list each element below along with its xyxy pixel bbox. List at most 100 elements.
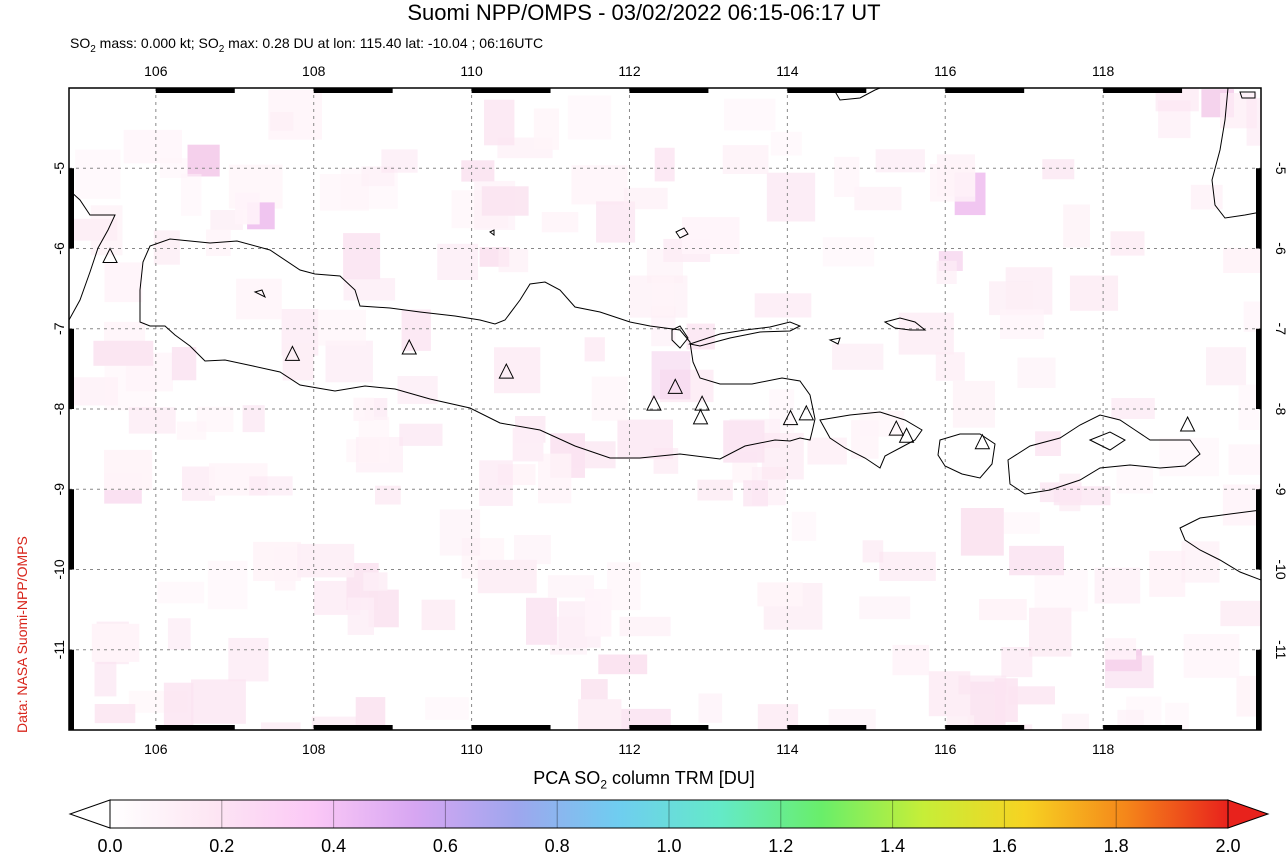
axis-band-bottom: [471, 725, 551, 730]
so2-pixel: [651, 351, 691, 400]
so2-pixel: [697, 479, 733, 501]
so2-pixel: [261, 722, 301, 730]
so2-pixel: [584, 589, 612, 637]
so2-pixel: [439, 509, 481, 556]
axis-band-top: [787, 88, 867, 93]
axis-band-top: [471, 88, 551, 93]
so2-pixel: [1061, 713, 1089, 730]
so2-pixel: [1149, 550, 1186, 597]
so2-pixel: [770, 131, 802, 156]
colorbar-tick-label: 0.6: [433, 836, 458, 855]
so2-pixel: [807, 437, 847, 465]
so2-pixel: [401, 309, 431, 351]
kangean-islands: [883, 317, 927, 331]
colorbar-tick-label: 0.2: [209, 836, 234, 855]
so2-pixel: [94, 704, 136, 724]
so2-pixel: [879, 551, 936, 581]
colorbar-tick-labels: 0.0 0.2 0.4 0.6 0.8 1.0 1.2 1.4 1.6 1.8 2.0: [97, 800, 1241, 855]
lon-label-bottom: 110: [460, 741, 483, 757]
so2-pixel: [935, 352, 965, 381]
volcano-marker: [798, 404, 815, 421]
axis-band-right: [1256, 328, 1261, 409]
axis-band-left: [69, 649, 74, 730]
lat-label-right: -9: [1273, 483, 1288, 496]
so2-pixel: [207, 560, 248, 610]
so2-pixel: [854, 186, 902, 211]
so2-pixel: [547, 575, 594, 598]
so2-pixel: [381, 149, 418, 173]
so2-pixel: [834, 156, 860, 197]
axis-band-bottom: [945, 725, 1025, 730]
so2-pixel: [571, 165, 628, 205]
so2-pixel: [936, 260, 957, 284]
lat-label-right: -6: [1273, 242, 1288, 255]
colorbar-tick-label: 0.0: [97, 836, 122, 855]
axis-band-bottom: [313, 725, 393, 730]
axis-bands: [69, 88, 1261, 730]
so2-pixel: [1063, 204, 1090, 248]
axis-band-left: [69, 168, 74, 249]
colorbar-tick-label: 1.2: [768, 836, 793, 855]
volcano-marker: [284, 345, 301, 361]
map-grid: [69, 88, 1261, 730]
lon-label-bottom: 118: [1092, 741, 1115, 757]
so2-pixel: [1053, 486, 1111, 506]
so2-pixel: [1069, 275, 1119, 311]
so2-pixel: [654, 147, 675, 182]
so2-pixel: [598, 654, 648, 675]
so2-pixel: [567, 95, 612, 140]
lon-label-top: 108: [302, 63, 326, 79]
axis-band-left: [69, 328, 74, 409]
axis-band-top: [313, 88, 393, 93]
axis-band-right: [1256, 649, 1261, 730]
longitude-labels: 106 106 108 108 110 110 112 112 114 114 116 116 118 1…: [144, 63, 1114, 757]
so2-pixel: [862, 540, 884, 563]
volcano-marker: [498, 362, 515, 379]
lon-label-top: 112: [618, 63, 641, 79]
so2-pixel: [477, 559, 537, 594]
lat-label-left: -11: [51, 640, 67, 659]
so2-pixel: [1222, 484, 1261, 526]
volcano-marker: [694, 395, 710, 411]
axis-band-top: [1103, 88, 1183, 93]
volcano-marker: [974, 433, 991, 450]
axis-band-right: [1256, 168, 1261, 249]
lon-label-bottom: 114: [776, 741, 799, 757]
so2-pixel: [358, 416, 390, 463]
colorbar-max-arrow: [1227, 799, 1270, 829]
axis-band-top: [155, 88, 235, 93]
lon-label-bottom: 112: [618, 741, 641, 757]
volcano-marker: [401, 338, 418, 355]
so2-pixel: [104, 364, 157, 411]
so2-pixel: [722, 145, 769, 174]
so2-pixel: [1238, 384, 1260, 430]
so2-pixel: [584, 337, 605, 362]
so2-pixel: [163, 682, 194, 729]
so2-pixel: [461, 160, 495, 182]
so2-pixel: [363, 572, 388, 591]
so2-pixel: [1246, 98, 1261, 146]
so2-pixel: [1094, 567, 1141, 604]
so2-pixel: [538, 453, 572, 504]
so2-pixel: [187, 144, 220, 177]
lat-label-left: -7: [51, 322, 67, 335]
lat-label-right: -8: [1273, 403, 1288, 416]
sumatra-coast: [69, 189, 116, 321]
so2-pixel: [340, 168, 398, 209]
so2-pixel: [317, 309, 366, 346]
so2-pixel: [526, 597, 557, 645]
so2-pixel: [623, 187, 668, 210]
so2-pixel: [1190, 184, 1223, 210]
so2-pixel: [607, 562, 641, 611]
so2-pixel: [494, 347, 541, 394]
so2-pixel: [1008, 686, 1055, 705]
so2-pixel: [875, 149, 925, 173]
lon-label-top: 110: [460, 63, 483, 79]
colorbar-body: [109, 799, 1229, 829]
so2-pixel: [228, 637, 269, 682]
so2-pixel: [343, 278, 396, 301]
so2-pixel: [282, 343, 314, 381]
so2-pixel: [399, 423, 443, 446]
volcano-marker: [102, 247, 118, 264]
so2-pixel: [958, 675, 1007, 695]
